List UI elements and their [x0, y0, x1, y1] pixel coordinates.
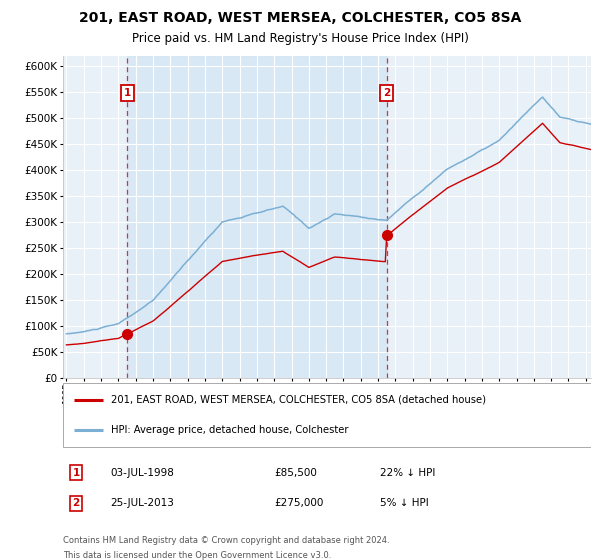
- Text: 1: 1: [124, 88, 131, 98]
- Text: 201, EAST ROAD, WEST MERSEA, COLCHESTER, CO5 8SA (detached house): 201, EAST ROAD, WEST MERSEA, COLCHESTER,…: [110, 395, 485, 405]
- Text: Price paid vs. HM Land Registry's House Price Index (HPI): Price paid vs. HM Land Registry's House …: [131, 32, 469, 45]
- Text: £85,500: £85,500: [274, 468, 317, 478]
- Text: Contains HM Land Registry data © Crown copyright and database right 2024.: Contains HM Land Registry data © Crown c…: [63, 536, 389, 545]
- Text: £275,000: £275,000: [274, 498, 323, 508]
- Text: 25-JUL-2013: 25-JUL-2013: [110, 498, 175, 508]
- Text: 1: 1: [73, 468, 80, 478]
- Text: HPI: Average price, detached house, Colchester: HPI: Average price, detached house, Colc…: [110, 425, 348, 435]
- Text: 03-JUL-1998: 03-JUL-1998: [110, 468, 175, 478]
- Text: 2: 2: [73, 498, 80, 508]
- FancyBboxPatch shape: [63, 383, 591, 447]
- Text: 5% ↓ HPI: 5% ↓ HPI: [380, 498, 428, 508]
- Bar: [127, 56, 387, 378]
- Text: 201, EAST ROAD, WEST MERSEA, COLCHESTER, CO5 8SA: 201, EAST ROAD, WEST MERSEA, COLCHESTER,…: [79, 11, 521, 25]
- Text: 2: 2: [383, 88, 391, 98]
- Text: This data is licensed under the Open Government Licence v3.0.: This data is licensed under the Open Gov…: [63, 551, 331, 560]
- Text: 22% ↓ HPI: 22% ↓ HPI: [380, 468, 435, 478]
